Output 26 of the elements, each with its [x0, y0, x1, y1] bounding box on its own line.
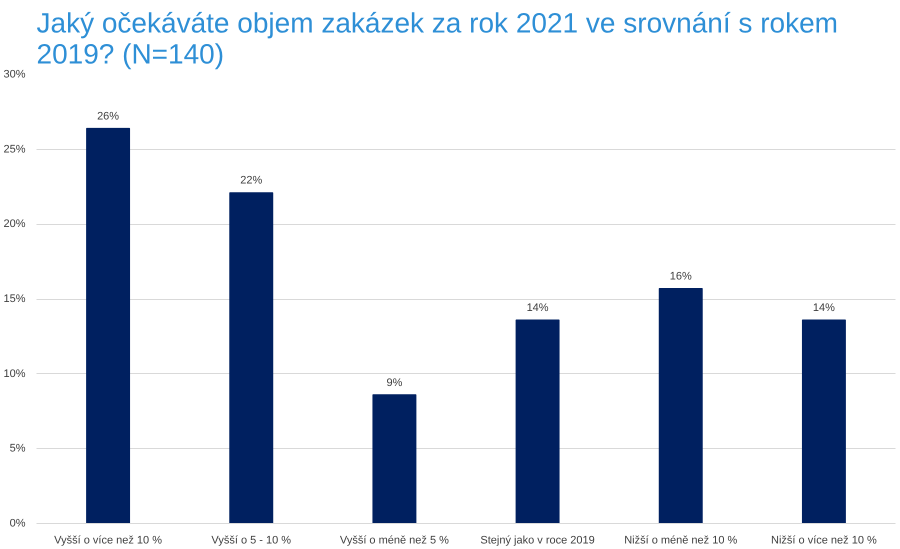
bar	[229, 192, 274, 524]
x-tick-label: Nižší o méně než 10 %	[624, 534, 738, 546]
data-label: 14%	[812, 302, 836, 314]
y-tick-label: 30%	[3, 68, 26, 80]
data-label: 16%	[670, 270, 692, 283]
data-label: 26%	[97, 110, 120, 122]
y-tick-label: 5%	[10, 442, 26, 455]
x-tick-label: Nižší o více než 10 %	[771, 534, 878, 546]
bar	[86, 128, 130, 524]
y-tick-label: 0%	[10, 518, 26, 530]
bar	[516, 319, 560, 524]
bar	[658, 288, 703, 524]
y-tick-label: 25%	[3, 143, 26, 156]
y-tick-label: 15%	[3, 293, 26, 305]
chart-title: Jaký očekáváte objem zakázek za rok 2021 ve srovnání s rokem 2019? (N=140)	[36, 8, 838, 70]
y-tick-label: 10%	[3, 368, 26, 380]
data-label: 22%	[240, 174, 262, 187]
x-tick-label: Vyšší o 5 - 10 %	[211, 534, 292, 546]
bar	[802, 319, 846, 524]
y-tick-label: 20%	[3, 218, 26, 230]
x-tick-label: Stejný jako v roce 2019	[480, 534, 595, 546]
x-tick-label: Vyšší o více než 10 %	[54, 534, 162, 546]
data-label: 14%	[526, 302, 549, 314]
bar	[372, 394, 416, 524]
data-label: 9%	[386, 376, 403, 389]
x-tick-label: Vyšší o méně než 5 %	[340, 534, 450, 546]
